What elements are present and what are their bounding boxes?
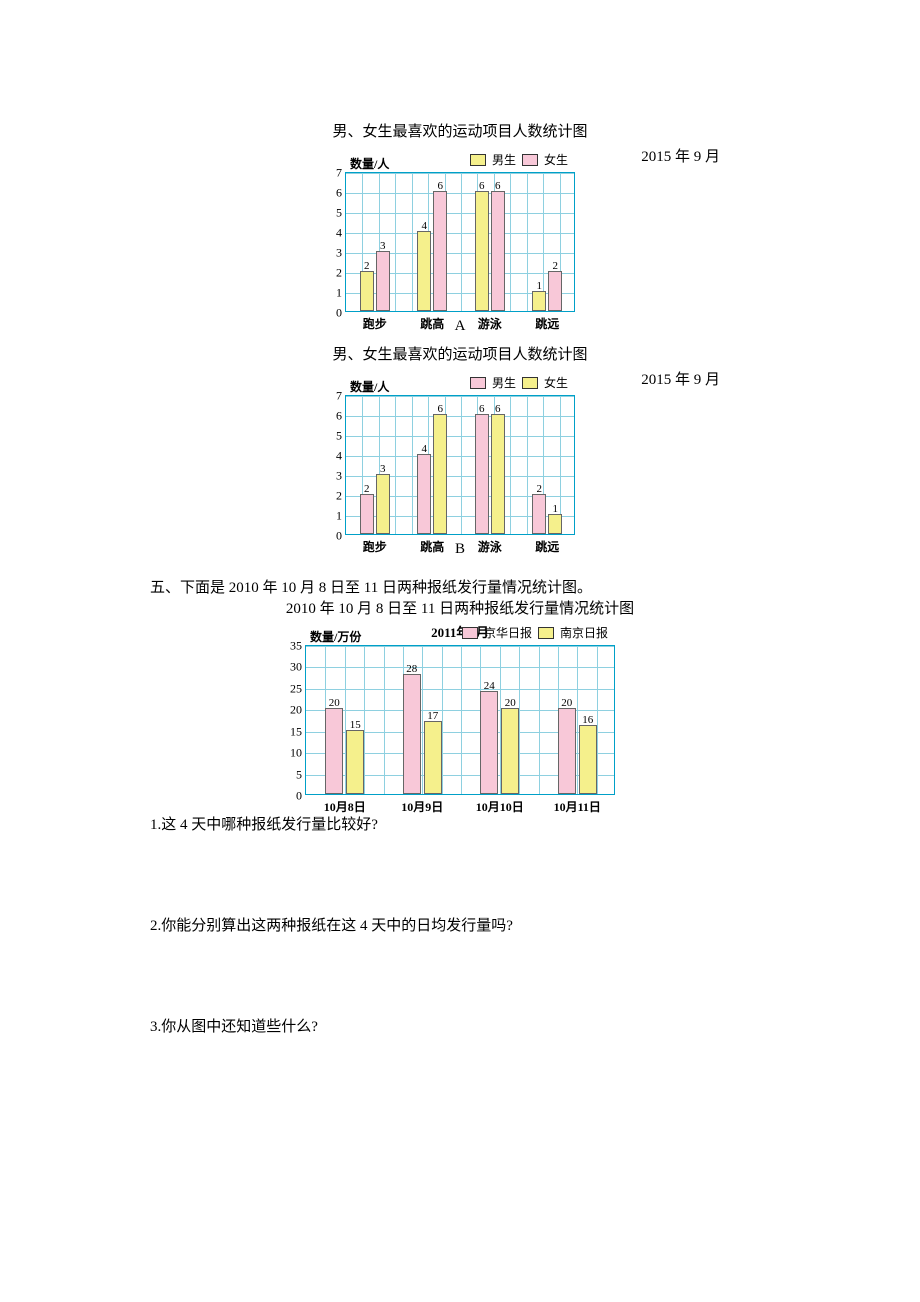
question-3: 3.你从图中还知道些什么? bbox=[150, 1015, 770, 1036]
y-tick: 7 bbox=[336, 166, 346, 181]
question-1: 1.这 4 天中哪种报纸发行量比较好? bbox=[150, 813, 770, 834]
bar: 6 bbox=[491, 414, 505, 534]
bar: 20 bbox=[501, 708, 519, 794]
bar: 16 bbox=[579, 725, 597, 794]
x-tick: 跳远 bbox=[535, 534, 559, 555]
bar: 3 bbox=[376, 251, 390, 311]
legend: 男生女生 bbox=[470, 151, 568, 168]
bar: 17 bbox=[424, 721, 442, 794]
chart-b-title: 男、女生最喜欢的运动项目人数统计图 bbox=[150, 343, 770, 364]
x-tick: 10月11日 bbox=[554, 794, 601, 815]
bar: 1 bbox=[532, 291, 546, 311]
chart-b-letter: B bbox=[150, 541, 770, 558]
bar: 20 bbox=[558, 708, 576, 794]
y-tick: 15 bbox=[290, 724, 306, 739]
y-tick: 5 bbox=[336, 429, 346, 444]
y-tick: 2 bbox=[336, 489, 346, 504]
bar: 2 bbox=[360, 271, 374, 311]
bar: 15 bbox=[346, 730, 364, 794]
y-tick: 6 bbox=[336, 186, 346, 201]
x-tick: 跳高 bbox=[420, 311, 444, 332]
bar: 1 bbox=[548, 514, 562, 534]
y-tick: 35 bbox=[290, 639, 306, 654]
x-tick: 游泳 bbox=[478, 311, 502, 332]
y-tick: 2 bbox=[336, 266, 346, 281]
y-tick: 0 bbox=[336, 529, 346, 544]
bar: 2 bbox=[548, 271, 562, 311]
y-tick: 10 bbox=[290, 746, 306, 761]
bar: 6 bbox=[433, 191, 447, 311]
y-tick: 4 bbox=[336, 226, 346, 241]
y-axis-title: 数量/万份 bbox=[310, 628, 361, 645]
bar: 4 bbox=[417, 454, 431, 534]
y-axis-title: 数量/人 bbox=[350, 378, 389, 395]
x-tick: 跳高 bbox=[420, 534, 444, 555]
y-tick: 5 bbox=[336, 206, 346, 221]
bar: 6 bbox=[491, 191, 505, 311]
bar: 20 bbox=[325, 708, 343, 794]
x-tick: 10月8日 bbox=[324, 794, 366, 815]
y-axis-title: 数量/人 bbox=[350, 155, 389, 172]
bar: 28 bbox=[403, 674, 421, 794]
bar: 6 bbox=[475, 414, 489, 534]
bar: 24 bbox=[480, 691, 498, 794]
bar: 4 bbox=[417, 231, 431, 311]
x-tick: 跑步 bbox=[363, 534, 387, 555]
bar: 2 bbox=[360, 494, 374, 534]
y-tick: 30 bbox=[290, 660, 306, 675]
question-2: 2.你能分别算出这两种报纸在这 4 天中的日均发行量吗? bbox=[150, 914, 770, 935]
chart-c: 05101520253035数量/万份京华日报南京日报10月8日201510月9… bbox=[305, 645, 615, 795]
y-tick: 25 bbox=[290, 681, 306, 696]
section5-heading: 五、下面是 2010 年 10 月 8 日至 11 日两种报纸发行量情况统计图。 bbox=[150, 576, 770, 597]
y-tick: 0 bbox=[296, 789, 306, 804]
chart-a: 01234567数量/人男生女生跑步23跳高46游泳66跳远12 bbox=[345, 172, 575, 312]
legend: 京华日报南京日报 bbox=[462, 624, 608, 641]
chart-a-letter: A bbox=[150, 318, 770, 335]
x-tick: 10月9日 bbox=[401, 794, 443, 815]
y-tick: 3 bbox=[336, 246, 346, 261]
y-tick: 6 bbox=[336, 409, 346, 424]
bar: 2 bbox=[532, 494, 546, 534]
x-tick: 跳远 bbox=[535, 311, 559, 332]
bar: 6 bbox=[433, 414, 447, 534]
x-tick: 10月10日 bbox=[476, 794, 524, 815]
bar: 3 bbox=[376, 474, 390, 534]
section5-chart-date: 2011年1月 bbox=[150, 622, 770, 641]
x-tick: 游泳 bbox=[478, 534, 502, 555]
chart-a-title: 男、女生最喜欢的运动项目人数统计图 bbox=[150, 120, 770, 141]
y-tick: 4 bbox=[336, 449, 346, 464]
chart-b-date: 2015 年 9 月 bbox=[150, 368, 770, 389]
y-tick: 7 bbox=[336, 389, 346, 404]
section5-chart-title: 2010 年 10 月 8 日至 11 日两种报纸发行量情况统计图 bbox=[150, 597, 770, 618]
bar: 6 bbox=[475, 191, 489, 311]
legend: 男生女生 bbox=[470, 374, 568, 391]
x-tick: 跑步 bbox=[363, 311, 387, 332]
y-tick: 1 bbox=[336, 286, 346, 301]
chart-a-date: 2015 年 9 月 bbox=[150, 145, 770, 166]
y-tick: 5 bbox=[296, 767, 306, 782]
chart-b: 01234567数量/人男生女生跑步23跳高46游泳66跳远21 bbox=[345, 395, 575, 535]
y-tick: 20 bbox=[290, 703, 306, 718]
y-tick: 0 bbox=[336, 306, 346, 321]
y-tick: 1 bbox=[336, 509, 346, 524]
y-tick: 3 bbox=[336, 469, 346, 484]
